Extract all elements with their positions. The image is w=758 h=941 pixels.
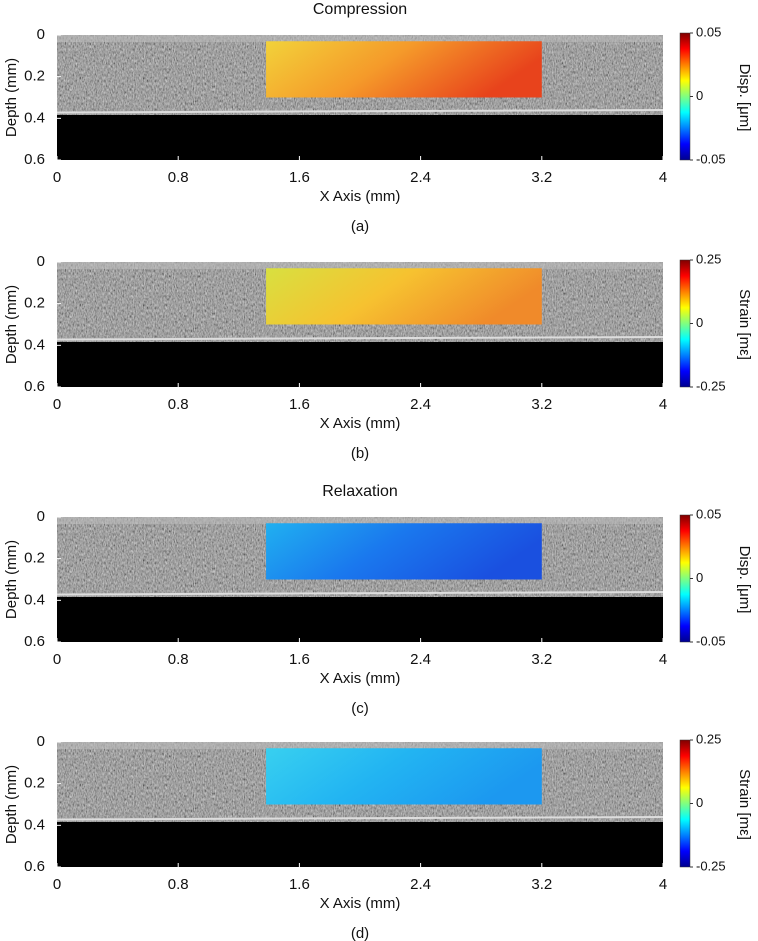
x-tick-label: 3.2 [531,396,552,413]
y-tick-label: 0.6 [24,858,45,875]
colorbar-tick-label: 0.05 [696,506,721,521]
chart-title: Relaxation [322,483,398,500]
x-tick-label: 4 [659,651,667,668]
x-axis-label: X Axis (mm) [320,895,401,912]
x-tick-label: 2.4 [410,651,431,668]
y-tick-label: 0 [37,733,45,750]
x-tick-label: 2.4 [410,396,431,413]
colorbar-label: Strain [mε] [736,769,753,840]
x-tick-label: 4 [659,876,667,893]
colorbar-tick-label: -0.25 [696,378,726,393]
caption: (b) [351,445,369,462]
colorbar-tick-label: 0 [696,795,703,810]
top-layer [57,35,663,42]
colorbar-tick-label: 0.25 [696,731,721,746]
x-tick-label: 1.6 [289,169,310,186]
x-axis-label: X Axis (mm) [320,670,401,687]
colorbar [679,514,691,643]
y-tick-label: 0.4 [24,336,45,353]
colorbar-tick-label: 0 [696,315,703,330]
interface [56,109,664,114]
substrate [57,115,663,160]
colorbar-tick-label: 0 [696,570,703,585]
y-tick-label: 0 [37,508,45,525]
x-tick-label: 4 [659,396,667,413]
colorbar-label: Strain [mε] [736,289,753,360]
chart-title: Compression [313,1,407,18]
interface [56,816,664,821]
substrate [57,342,663,387]
x-tick-label: 1.6 [289,876,310,893]
colorbar-tick-label: 0.25 [696,251,721,266]
colorbar-tick-label: 0.05 [696,24,721,39]
panel: 0 0.8 1.6 2.4 3.2 4 0 0.2 0.4 0.6 X Axis (mm) Depth… [3,1,753,235]
x-tick-label: 1.6 [289,396,310,413]
colorbar [679,259,691,388]
y-tick-label: 0.4 [24,816,45,833]
y-axis-label: Depth (mm) [3,765,20,844]
y-tick-label: 0.2 [24,550,45,567]
top-layer [57,517,663,524]
y-tick-label: 0.6 [24,378,45,395]
x-tick-label: 4 [659,169,667,186]
y-tick-label: 0.6 [24,633,45,650]
top-layer [57,742,663,749]
x-axis-label: X Axis (mm) [320,188,401,205]
x-tick-label: 3.2 [531,876,552,893]
y-tick-label: 0.6 [24,151,45,168]
y-axis-label: Depth (mm) [3,58,20,137]
colorbar [679,739,691,868]
x-tick-label: 0 [53,396,61,413]
caption: (d) [351,925,369,941]
colorbar-label: Disp. [μm] [736,64,753,132]
x-tick-label: 1.6 [289,651,310,668]
y-tick-label: 0 [37,26,45,43]
x-tick-label: 0.8 [168,396,189,413]
x-tick-label: 0.8 [168,876,189,893]
x-tick-label: 0 [53,651,61,668]
x-tick-label: 2.4 [410,876,431,893]
x-tick-label: 0.8 [168,651,189,668]
x-tick-label: 0 [53,876,61,893]
substrate [57,597,663,642]
x-tick-label: 3.2 [531,651,552,668]
roi-map [266,523,542,580]
x-tick-label: 2.4 [410,169,431,186]
interface [56,336,664,341]
roi-map [266,268,542,325]
colorbar [679,32,691,161]
y-tick-label: 0.2 [24,295,45,312]
substrate [57,822,663,867]
y-tick-label: 0.2 [24,775,45,792]
x-tick-label: 3.2 [531,169,552,186]
caption: (c) [351,700,369,717]
y-axis-label: Depth (mm) [3,285,20,364]
y-axis-label: Depth (mm) [3,540,20,619]
colorbar-label: Disp. [μm] [736,546,753,614]
colorbar-tick-label: -0.25 [696,858,726,873]
y-tick-label: 0.2 [24,68,45,85]
colorbar-tick-label: 0 [696,88,703,103]
caption: (a) [351,218,369,235]
y-tick-label: 0.4 [24,591,45,608]
colorbar-tick-label: -0.05 [696,633,726,648]
x-axis-label: X Axis (mm) [320,415,401,432]
top-layer [57,262,663,269]
x-tick-label: 0.8 [168,169,189,186]
interface [56,591,664,596]
x-tick-label: 0 [53,169,61,186]
panel: 0 0.8 1.6 2.4 3.2 4 0 0.2 0.4 0.6 X Axis (mm) Depth… [3,483,753,717]
panel: 0 0.8 1.6 2.4 3.2 4 0 0.2 0.4 0.6 X Axis (mm) Depth… [3,731,753,941]
roi-map [266,41,542,98]
y-tick-label: 0 [37,253,45,270]
panel: 0 0.8 1.6 2.4 3.2 4 0 0.2 0.4 0.6 X Axis (mm) Depth… [3,251,753,462]
colorbar-tick-label: -0.05 [696,151,726,166]
y-tick-label: 0.4 [24,109,45,126]
roi-map [266,748,542,805]
